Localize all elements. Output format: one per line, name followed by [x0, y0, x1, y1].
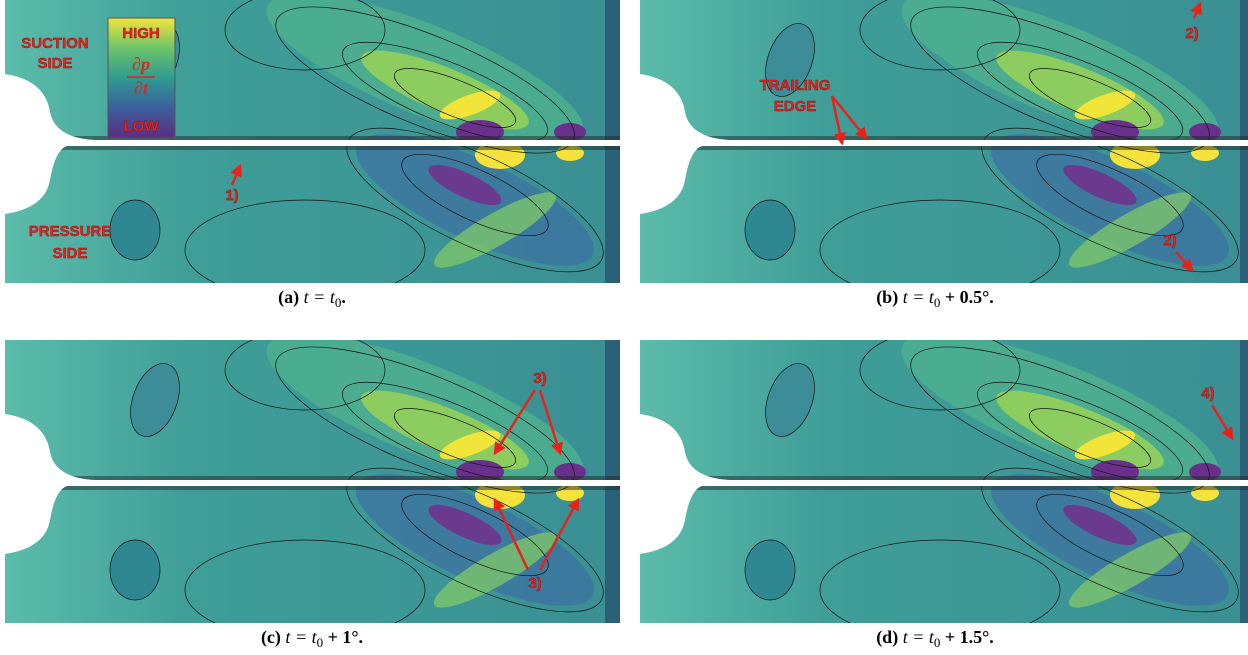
annotation: 4) [1201, 385, 1214, 402]
annotation: 1) [225, 187, 238, 204]
caption-math: t = t [903, 287, 935, 307]
legend-low: LOW [124, 118, 160, 135]
caption-rest: + 1.5°. [940, 627, 993, 647]
caption-rest: + 1°. [323, 627, 363, 647]
figure: HIGH ∂p ∂t LOW SUCTION SIDE PRESSURE SID… [0, 0, 1248, 655]
annotation: PRESSURE [29, 223, 112, 240]
panel-a-field [5, 0, 621, 300]
caption-math: t = t [304, 287, 336, 307]
caption-rest: . [341, 287, 346, 307]
caption-math: t = t [903, 627, 935, 647]
caption-rest: + 0.5°. [940, 287, 993, 307]
legend-numerator: ∂p [132, 54, 150, 74]
caption: (b) t = t0 + 0.5°. [876, 287, 994, 310]
annotation: SUCTION [21, 35, 89, 52]
legend-denominator: ∂t [134, 78, 149, 98]
annotation: 2) [1163, 232, 1176, 249]
panel-b-field [640, 0, 1248, 300]
caption-label: (c) [261, 627, 281, 648]
page: HIGH ∂p ∂t LOW SUCTION SIDE PRESSURE SID… [0, 0, 1248, 655]
annotation: 3) [528, 575, 541, 592]
legend-high: HIGH [122, 25, 160, 42]
caption: (c) t = t0 + 1°. [261, 627, 363, 650]
annotation: 3) [533, 370, 546, 387]
caption-label: (d) [876, 627, 898, 648]
annotation: SIDE [52, 245, 87, 262]
panel-d-field [640, 305, 1248, 640]
colorbar: HIGH ∂p ∂t LOW [108, 18, 175, 138]
annotation: TRAILING [760, 77, 831, 94]
caption: (d) t = t0 + 1.5°. [876, 627, 994, 650]
annotation: SIDE [37, 55, 72, 72]
annotation: EDGE [774, 98, 817, 115]
caption: (a) t = t0. [278, 287, 346, 310]
caption-label: (b) [876, 287, 898, 308]
annotation: 2) [1185, 25, 1198, 42]
caption-math: t = t [285, 627, 317, 647]
caption-label: (a) [278, 287, 299, 308]
